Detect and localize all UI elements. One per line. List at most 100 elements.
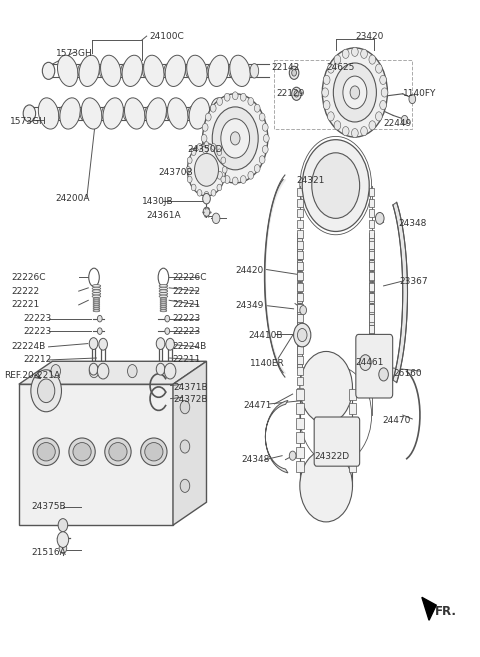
Bar <box>369 249 374 254</box>
Circle shape <box>248 97 253 105</box>
Bar <box>369 348 374 352</box>
Circle shape <box>409 95 416 104</box>
Bar <box>369 210 374 217</box>
Circle shape <box>202 124 208 131</box>
Circle shape <box>360 127 367 136</box>
Bar <box>369 325 374 332</box>
Circle shape <box>369 55 376 64</box>
Polygon shape <box>393 202 408 382</box>
Ellipse shape <box>79 55 99 87</box>
Ellipse shape <box>250 64 259 78</box>
Circle shape <box>232 177 238 185</box>
Bar <box>369 238 374 242</box>
Circle shape <box>203 193 210 204</box>
Bar <box>297 388 303 396</box>
Text: 22222: 22222 <box>172 286 200 296</box>
FancyBboxPatch shape <box>356 334 393 398</box>
Circle shape <box>89 338 98 350</box>
Ellipse shape <box>228 64 237 78</box>
Text: 22221: 22221 <box>172 300 200 309</box>
Circle shape <box>191 149 196 156</box>
Circle shape <box>221 119 250 158</box>
Text: 24350D: 24350D <box>187 145 223 154</box>
Text: 24370B: 24370B <box>158 168 193 177</box>
Text: 22224B: 22224B <box>11 342 46 351</box>
Ellipse shape <box>144 55 164 87</box>
Bar <box>298 336 302 341</box>
Circle shape <box>292 87 301 101</box>
Bar <box>296 403 304 415</box>
Circle shape <box>334 55 341 64</box>
Bar <box>369 199 374 207</box>
Circle shape <box>324 101 330 110</box>
Circle shape <box>360 49 367 58</box>
Circle shape <box>254 164 260 172</box>
Circle shape <box>211 143 216 150</box>
Circle shape <box>210 164 216 172</box>
Circle shape <box>23 105 36 122</box>
Text: 22226C: 22226C <box>11 273 46 282</box>
Bar <box>297 273 303 281</box>
Ellipse shape <box>93 304 100 306</box>
Bar <box>369 231 374 238</box>
Circle shape <box>401 116 408 125</box>
Ellipse shape <box>143 64 151 78</box>
Bar <box>298 353 302 357</box>
Ellipse shape <box>92 295 101 298</box>
Text: 24321: 24321 <box>296 177 324 185</box>
Ellipse shape <box>189 98 210 129</box>
Bar <box>298 271 302 275</box>
Circle shape <box>187 144 226 196</box>
Bar <box>298 315 302 319</box>
Circle shape <box>351 47 358 57</box>
Ellipse shape <box>38 98 59 129</box>
Bar <box>369 282 374 286</box>
Circle shape <box>212 213 220 223</box>
Circle shape <box>263 145 268 153</box>
Ellipse shape <box>207 64 216 78</box>
Circle shape <box>59 543 67 553</box>
Bar <box>348 447 356 458</box>
Circle shape <box>375 64 382 73</box>
Circle shape <box>128 365 137 378</box>
Bar <box>369 283 374 291</box>
Circle shape <box>37 379 55 403</box>
Bar <box>298 364 302 369</box>
Circle shape <box>212 107 258 170</box>
Text: 24375B: 24375B <box>32 503 66 511</box>
Circle shape <box>97 328 102 334</box>
Circle shape <box>327 64 334 73</box>
Circle shape <box>248 171 253 179</box>
Bar <box>369 364 374 369</box>
Bar <box>369 220 374 228</box>
Ellipse shape <box>92 290 101 292</box>
Text: 22129: 22129 <box>276 89 304 99</box>
Bar <box>297 304 303 311</box>
Circle shape <box>42 62 55 79</box>
Ellipse shape <box>145 106 154 121</box>
Circle shape <box>263 124 268 131</box>
Ellipse shape <box>103 98 123 129</box>
Text: REF.20-221A: REF.20-221A <box>4 371 60 380</box>
Circle shape <box>187 176 192 183</box>
Circle shape <box>294 323 311 347</box>
Circle shape <box>205 156 211 164</box>
Ellipse shape <box>100 55 121 87</box>
Text: 22223: 22223 <box>172 314 200 323</box>
Bar <box>298 287 302 292</box>
Bar <box>297 377 303 385</box>
Circle shape <box>156 363 165 375</box>
Ellipse shape <box>160 306 167 308</box>
Bar <box>369 292 374 298</box>
Circle shape <box>380 76 386 85</box>
Circle shape <box>300 306 307 315</box>
Ellipse shape <box>105 438 131 466</box>
Circle shape <box>360 355 371 371</box>
Bar <box>348 389 356 400</box>
Text: 22224B: 22224B <box>172 342 206 351</box>
Ellipse shape <box>164 64 172 78</box>
Circle shape <box>224 93 230 101</box>
Bar <box>298 249 302 254</box>
Bar <box>369 287 374 292</box>
Polygon shape <box>173 361 206 525</box>
